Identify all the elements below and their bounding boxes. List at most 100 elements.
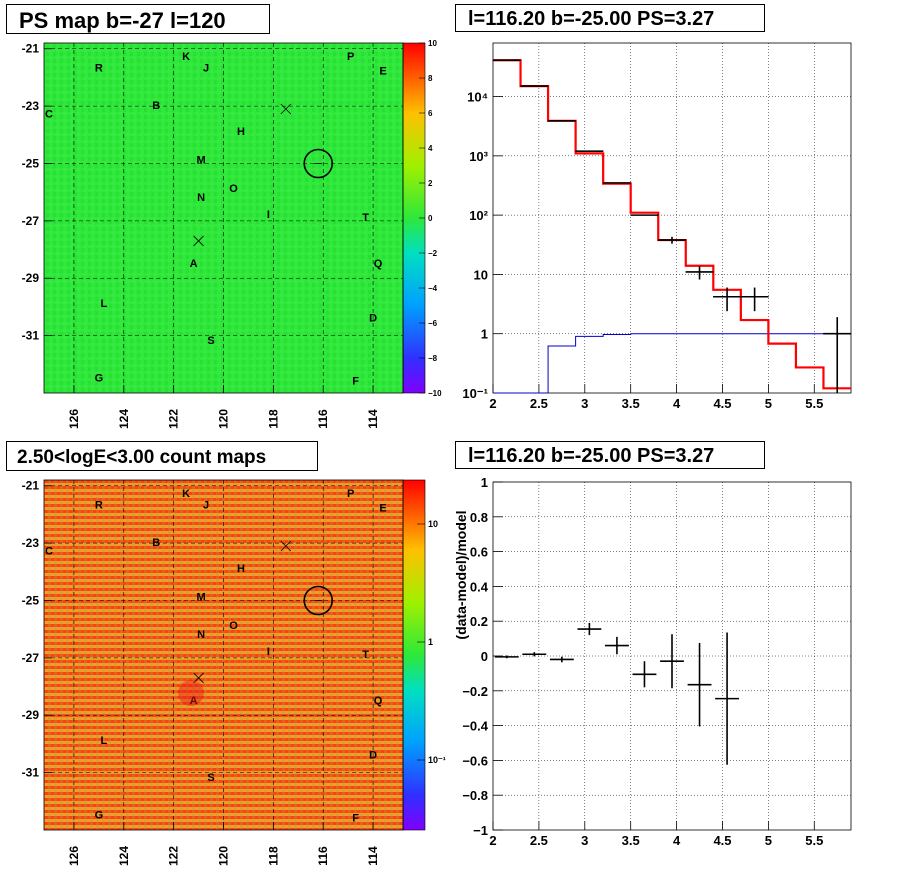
- source-label: B: [152, 537, 160, 549]
- residual-y-tick-label: 0.8: [470, 510, 488, 525]
- source-label: F: [352, 375, 359, 387]
- colorbar-tick-label: 8: [428, 74, 433, 83]
- source-label: S: [207, 772, 214, 784]
- residual-y-tick-label: 0.2: [470, 614, 488, 629]
- colorbar-tick-label: −4: [428, 284, 438, 293]
- map-x-tick-label: 126: [67, 846, 81, 866]
- map-x-tick-label: 120: [217, 846, 231, 866]
- spectrum-x-tick-label: 2: [489, 396, 496, 411]
- target-circle-marker: [303, 148, 334, 179]
- map-y-tick-label: -21: [22, 479, 40, 493]
- map-x-tick-label: 122: [167, 409, 181, 429]
- spectrum-plot-area: [492, 42, 852, 394]
- count-map-colorbar: [402, 479, 426, 831]
- residual-y-tick-label: 0.4: [470, 579, 489, 594]
- map-y-tick-label: -23: [22, 536, 40, 550]
- source-label: E: [379, 66, 386, 78]
- map-x-tick-label: 126: [67, 409, 81, 429]
- source-label: M: [196, 154, 205, 166]
- count-hotspot: [178, 680, 204, 706]
- source-label: L: [100, 735, 107, 747]
- spectrum-x-tick-label: 2.5: [530, 396, 548, 411]
- source-label: G: [95, 373, 104, 385]
- colorbar-tick-label: −6: [428, 319, 438, 328]
- source-label: D: [369, 749, 377, 761]
- colorbar-tick-label: −8: [428, 354, 438, 363]
- source-label: F: [352, 812, 359, 824]
- spectrum-panel: 2 2.5 3 3.5 4 4.5 5 5.5 10⁻¹ 1 10 10² 10³ 10⁴: [462, 42, 852, 411]
- count-map-panel: 126 124 122 120 118 116 114 -21 -23 -25 -27 -29 -31 R…: [22, 479, 446, 866]
- residual-x-tick-label: 4.5: [713, 833, 731, 848]
- residual-y-tick-label: −0.4: [462, 719, 488, 734]
- source-label: H: [237, 126, 245, 138]
- source-label: Q: [374, 258, 383, 270]
- map-x-tick-label: 114: [366, 409, 380, 429]
- spectrum-y-tick-label: 1: [481, 327, 488, 342]
- source-label: K: [182, 488, 190, 500]
- source-label: R: [95, 500, 103, 512]
- residual-y-tick-label: 1: [481, 475, 488, 490]
- cross-marker: [280, 103, 292, 115]
- colorbar-tick-label: 4: [428, 144, 433, 153]
- cross-marker: [280, 540, 292, 552]
- colorbar-tick-label: −2: [428, 249, 438, 258]
- residual-y-tick-label: −0.8: [462, 788, 488, 803]
- map-y-tick-label: -25: [22, 156, 40, 170]
- residual-y-axis-label: (data-model)/model: [453, 510, 469, 639]
- map2-title: 2.50<logE<3.00 count maps: [6, 441, 318, 471]
- spectrum-title: l=116.20 b=-25.00 PS=3.27: [455, 4, 765, 32]
- source-label: Q: [374, 695, 383, 707]
- map-x-tick-label: 116: [316, 409, 330, 429]
- residual-x-tick-label: 3: [581, 833, 588, 848]
- source-label: G: [95, 810, 104, 822]
- spectrum-x-tick-label: 4.5: [713, 396, 731, 411]
- residual-x-tick-label: 2: [489, 833, 496, 848]
- residual-x-tick-label: 4: [673, 833, 681, 848]
- map-x-tick-label: 114: [366, 846, 380, 866]
- residual-y-tick-label: 0.6: [470, 545, 488, 560]
- source-model-histogram: [493, 333, 851, 394]
- source-label: B: [152, 100, 160, 112]
- colorbar-tick-label: 10⁻¹: [428, 755, 446, 765]
- residual-x-tick-label: 3.5: [622, 833, 640, 848]
- count-map-frame: [43, 479, 404, 831]
- colorbar-tick-label: 2: [428, 179, 433, 188]
- target-circle-marker: [303, 585, 334, 616]
- residual-x-tick-label: 2.5: [530, 833, 548, 848]
- spectrum-x-tick-label: 3: [581, 396, 588, 411]
- map-y-tick-label: -31: [22, 329, 40, 343]
- source-label: I: [267, 646, 270, 658]
- residual-x-tick-label: 5.5: [805, 833, 823, 848]
- source-label: P: [347, 488, 354, 500]
- spectrum-x-tick-label: 3.5: [622, 396, 640, 411]
- colorbar-tick-label: 6: [428, 109, 433, 118]
- cross-marker: [193, 235, 204, 247]
- spectrum-y-tick-label: 10⁻¹: [462, 386, 488, 401]
- map-y-tick-label: -29: [22, 271, 40, 285]
- colorbar-tick-label: −10: [428, 389, 442, 398]
- residual-y-tick-label: 0: [481, 649, 488, 664]
- residual-y-tick-label: −0.6: [462, 753, 488, 768]
- source-label: O: [229, 183, 238, 195]
- residual-x-tick-label: 5: [765, 833, 772, 848]
- source-label: T: [362, 212, 369, 224]
- ps-map-panel: 126 124 122 120 118 116 114 -21 -23 -25 -27 -29 -31 R…: [22, 39, 442, 429]
- source-label: C: [45, 546, 53, 558]
- map1-title: PS map b=-27 l=120: [6, 4, 270, 34]
- source-label: J: [203, 63, 209, 75]
- source-label: N: [197, 192, 205, 204]
- spectrum-x-tick-label: 5.5: [805, 396, 823, 411]
- ps-map-frame: [43, 42, 404, 394]
- source-label: H: [237, 563, 245, 575]
- source-label: T: [362, 649, 369, 661]
- source-label: S: [207, 335, 214, 347]
- source-label: L: [100, 298, 107, 310]
- spectrum-y-tick-label: 10: [474, 267, 488, 282]
- source-label: K: [182, 51, 190, 63]
- spectrum-x-tick-label: 5: [765, 396, 772, 411]
- source-label: M: [196, 591, 205, 603]
- residual-title: l=116.20 b=-25.00 PS=3.27: [455, 441, 765, 469]
- map-x-tick-label: 118: [266, 409, 280, 429]
- map-y-tick-label: -31: [22, 766, 40, 780]
